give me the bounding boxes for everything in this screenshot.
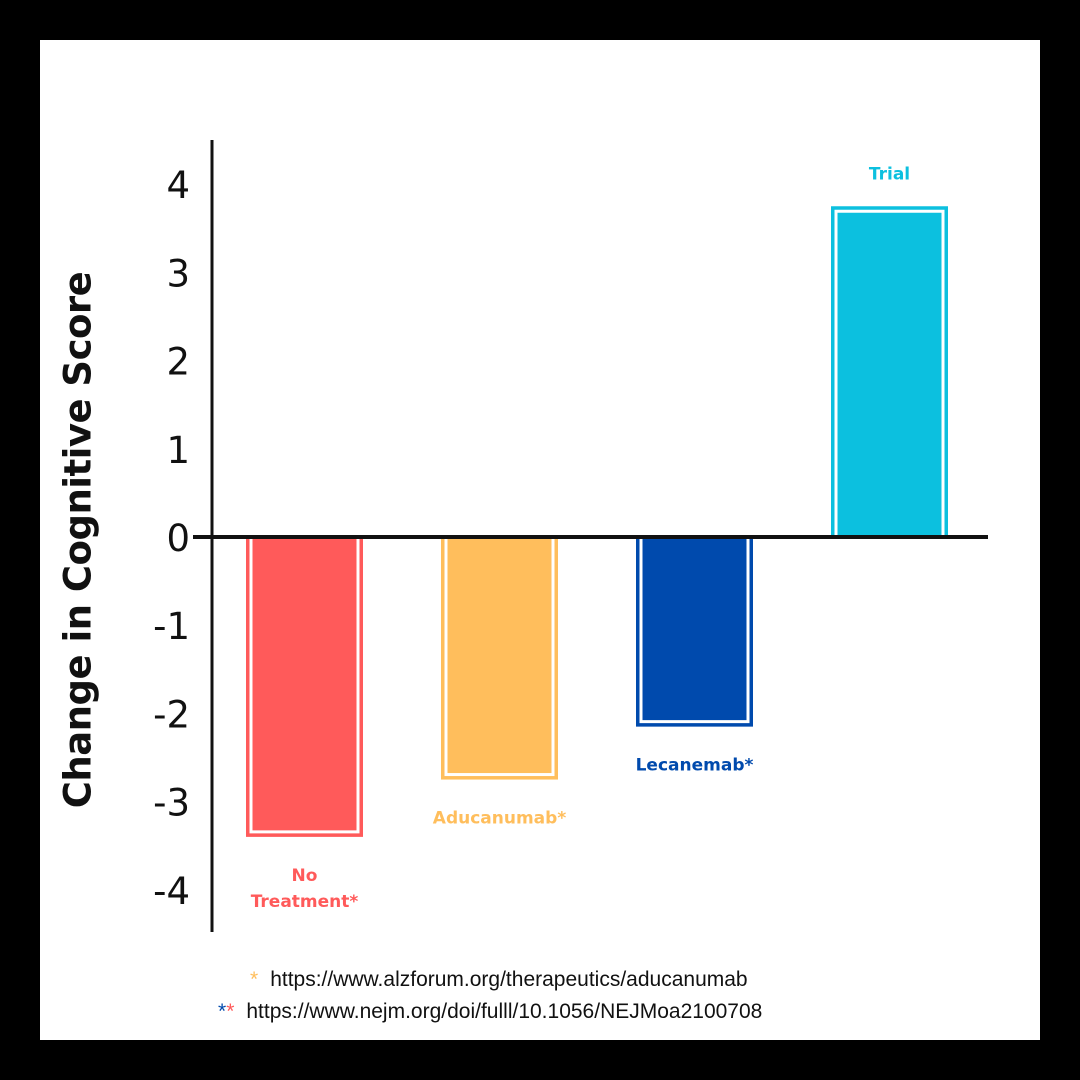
bar-category-label: Trial (869, 164, 910, 184)
footnote-text: https://www.alzforum.org/therapeutics/ad… (270, 968, 748, 991)
y-axis-label: Change in Cognitive Score (56, 271, 100, 809)
label-line: Lecanemab* (636, 756, 754, 776)
footnote-lecanemab: ** https://www.nejm.org/doi/fulll/10.1056… (218, 1000, 762, 1024)
bar (831, 206, 948, 539)
y-axis-ticks: 4 3 2 1 0 -1 -2 -3 -4 (153, 164, 190, 913)
bar-category-label: Lecanemab* (636, 756, 754, 776)
y-tick-label: 2 (166, 341, 190, 384)
bar-category-label: Aducanumab* (433, 809, 567, 829)
footnote-marker: * (250, 968, 258, 991)
y-tick-label: -2 (153, 693, 190, 736)
y-tick-label: 3 (166, 252, 190, 295)
bar (246, 535, 363, 837)
y-tick-label: -3 (153, 782, 190, 825)
bars (246, 206, 948, 837)
bar-category-label: No Treatment* (251, 866, 359, 912)
footnote-text: https://www.nejm.org/doi/fulll/10.1056/N… (246, 1000, 763, 1023)
bar-fill (831, 206, 948, 537)
y-tick-label: -4 (153, 870, 190, 913)
asterisk: * (226, 1000, 235, 1023)
label-line: No (292, 866, 318, 886)
y-tick-label: 1 (166, 429, 190, 472)
asterisk: * (218, 1000, 227, 1023)
bar (636, 535, 753, 727)
bar-labels: No Treatment* Aducanumab* Lecanemab* Trial (251, 164, 910, 912)
label-line: Aducanumab* (433, 809, 567, 829)
bar (441, 535, 558, 780)
label-line: Trial (869, 164, 910, 184)
label-line: Treatment* (251, 892, 359, 912)
footnote-aducanumab: * https://www.alzforum.org/therapeutics/a… (250, 968, 748, 992)
bar-fill (246, 537, 363, 837)
y-tick-label: 4 (166, 164, 190, 207)
bar-fill (636, 537, 753, 727)
asterisk: * (250, 968, 259, 991)
y-tick-label: -1 (153, 605, 190, 648)
footnote-marker: ** (218, 1000, 234, 1023)
y-tick-label: 0 (166, 517, 190, 560)
bar-fill (441, 537, 558, 780)
